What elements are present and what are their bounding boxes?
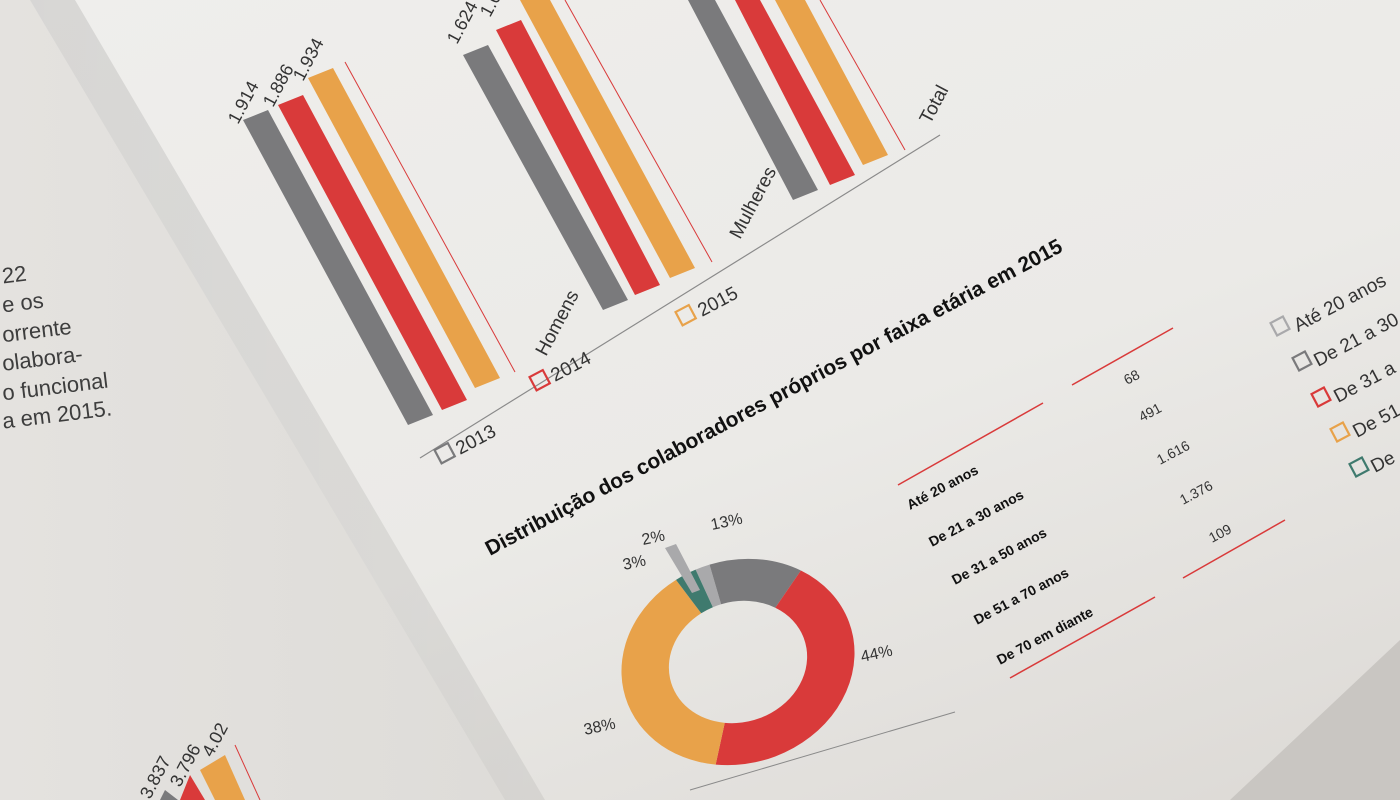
table-rule: [1009, 596, 1156, 679]
table-row-value: 109: [1206, 520, 1234, 545]
table-row-value: 68: [1121, 366, 1142, 388]
top-bar-chart: [243, 0, 941, 459]
donut-baseline: [689, 711, 956, 791]
table-rule: [897, 402, 1044, 486]
donut-label-13pct: 13%: [709, 511, 744, 534]
bar-2013-total: [688, 0, 818, 200]
legend-label-2015: 2015: [694, 283, 741, 321]
legend-swatch: [1291, 350, 1313, 372]
category-label-homens: Homens: [532, 287, 584, 359]
bar-reference-line: [344, 61, 516, 373]
donut-pointer-arrow: [665, 544, 700, 593]
donut-label-2pct: 2%: [640, 527, 666, 548]
legend-swatch: [1348, 456, 1370, 478]
legend-label-2013: 2013: [452, 421, 499, 459]
x-axis-line: [419, 134, 941, 459]
legend-swatch-2013: [433, 441, 457, 465]
bar-2014-homens: [278, 95, 467, 410]
table-row-value: 1.376: [1177, 477, 1216, 508]
donut-slice-13pct: [709, 558, 801, 608]
bar-2014-mulheres: [496, 20, 660, 295]
category-label-total: Total: [916, 82, 953, 127]
bar-reference-line: [564, 0, 713, 263]
table-row-value: 491: [1136, 399, 1164, 424]
legend-swatch: [1269, 315, 1291, 337]
right-legend-label: De: [1367, 447, 1398, 477]
bottom-bar-gray: [160, 790, 178, 800]
bar-2014-total: [735, 0, 855, 185]
table-rule: [1182, 519, 1286, 579]
donut-slice-44pct: [715, 570, 855, 766]
donut-label-38pct: 38%: [582, 716, 617, 739]
donut-label-44pct: 44%: [859, 643, 894, 666]
category-label-mulheres: Mulheres: [726, 163, 781, 242]
table-rule: [1071, 327, 1174, 386]
table-row-label: De 51 a 70 anos: [971, 564, 1071, 628]
bar-reference-line: [234, 744, 261, 800]
bar-2015-mulheres: [520, 0, 695, 278]
bar-2013-mulheres: [463, 45, 628, 310]
table-row-label: Até 20 anos: [904, 462, 981, 513]
right-legend-label: De 31 a: [1330, 357, 1399, 407]
table-row-value: 1.616: [1154, 437, 1193, 468]
donut-slice-38pct: [621, 579, 725, 765]
bar-reference-line: [819, 0, 906, 151]
bar-2015-total: [775, 0, 888, 165]
bar-2015-homens: [308, 68, 500, 388]
legend-swatch-2014: [528, 368, 552, 392]
bottom-bar-red: [180, 775, 205, 800]
bar-data-label: 1.6: [476, 0, 505, 20]
bottom-bar-orange: [200, 755, 245, 800]
legend-swatch: [1310, 386, 1332, 408]
bottom-bar-label: 4.02: [198, 720, 232, 760]
donut-slice-2pct: [695, 564, 722, 608]
legend-swatch-2015: [674, 303, 698, 327]
donut-chart: [621, 558, 855, 766]
bar-2013-homens: [243, 110, 433, 425]
legend-swatch: [1329, 421, 1351, 443]
right-legend-label: De 51: [1349, 400, 1400, 442]
table-row-label: De 31 a 50 anos: [949, 524, 1049, 588]
bar-data-label: 1.624: [443, 0, 482, 47]
donut-label-3pct: 3%: [621, 552, 647, 573]
